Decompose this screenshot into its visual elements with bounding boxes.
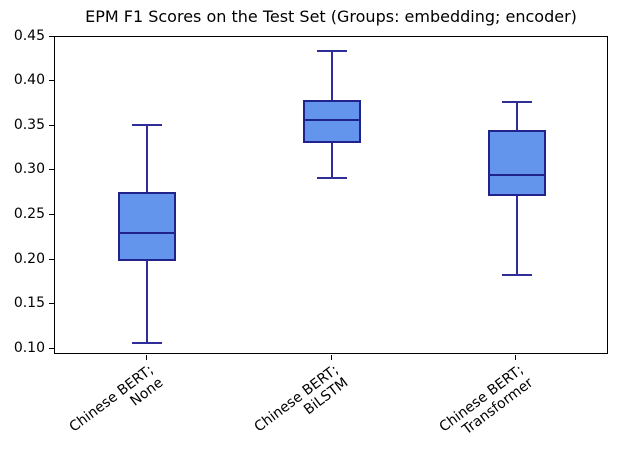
x-tick-label: Chinese BERT; None [66, 362, 167, 436]
y-tick [49, 348, 54, 350]
whisker-cap-lower [501, 273, 532, 276]
y-tick [49, 303, 54, 305]
y-tick-label: 0.40 [13, 72, 45, 89]
y-tick-label: 0.25 [13, 206, 45, 223]
whisker-cap-upper [132, 123, 163, 126]
x-tick [330, 355, 332, 360]
y-tick-label: 0.45 [13, 27, 45, 44]
median-line [120, 231, 175, 234]
whisker-lower [515, 196, 518, 275]
y-tick [49, 169, 54, 171]
y-tick-label: 0.35 [13, 116, 45, 133]
whisker-upper [146, 124, 149, 192]
whisker-lower [146, 261, 149, 344]
median-line [489, 173, 544, 176]
whisker-cap-lower [132, 342, 163, 345]
whisker-lower [331, 143, 333, 179]
y-tick-label: 0.20 [13, 250, 45, 267]
y-tick-label: 0.15 [13, 295, 45, 312]
plot-area [54, 36, 608, 354]
x-tick [145, 355, 147, 360]
box [118, 191, 177, 262]
y-tick [49, 258, 54, 260]
x-tick-label: Chinese BERT; BiLSTM [251, 362, 352, 436]
box [303, 99, 361, 144]
y-tick-label: 0.10 [13, 340, 45, 357]
whisker-upper [331, 51, 333, 100]
x-tick [515, 355, 517, 360]
y-tick [49, 124, 54, 126]
x-tick-label: Chinese BERT; Transformer [436, 362, 536, 439]
chart-title: EPM F1 Scores on the Test Set (Groups: e… [85, 7, 577, 26]
median-line [305, 119, 359, 122]
y-tick-label: 0.30 [13, 161, 45, 178]
box [487, 129, 546, 196]
y-tick [49, 214, 54, 216]
whisker-cap-upper [501, 101, 532, 104]
y-tick [49, 35, 54, 37]
whisker-cap-upper [317, 50, 347, 53]
whisker-cap-lower [317, 177, 347, 180]
y-tick [49, 80, 54, 82]
whisker-upper [515, 102, 518, 130]
